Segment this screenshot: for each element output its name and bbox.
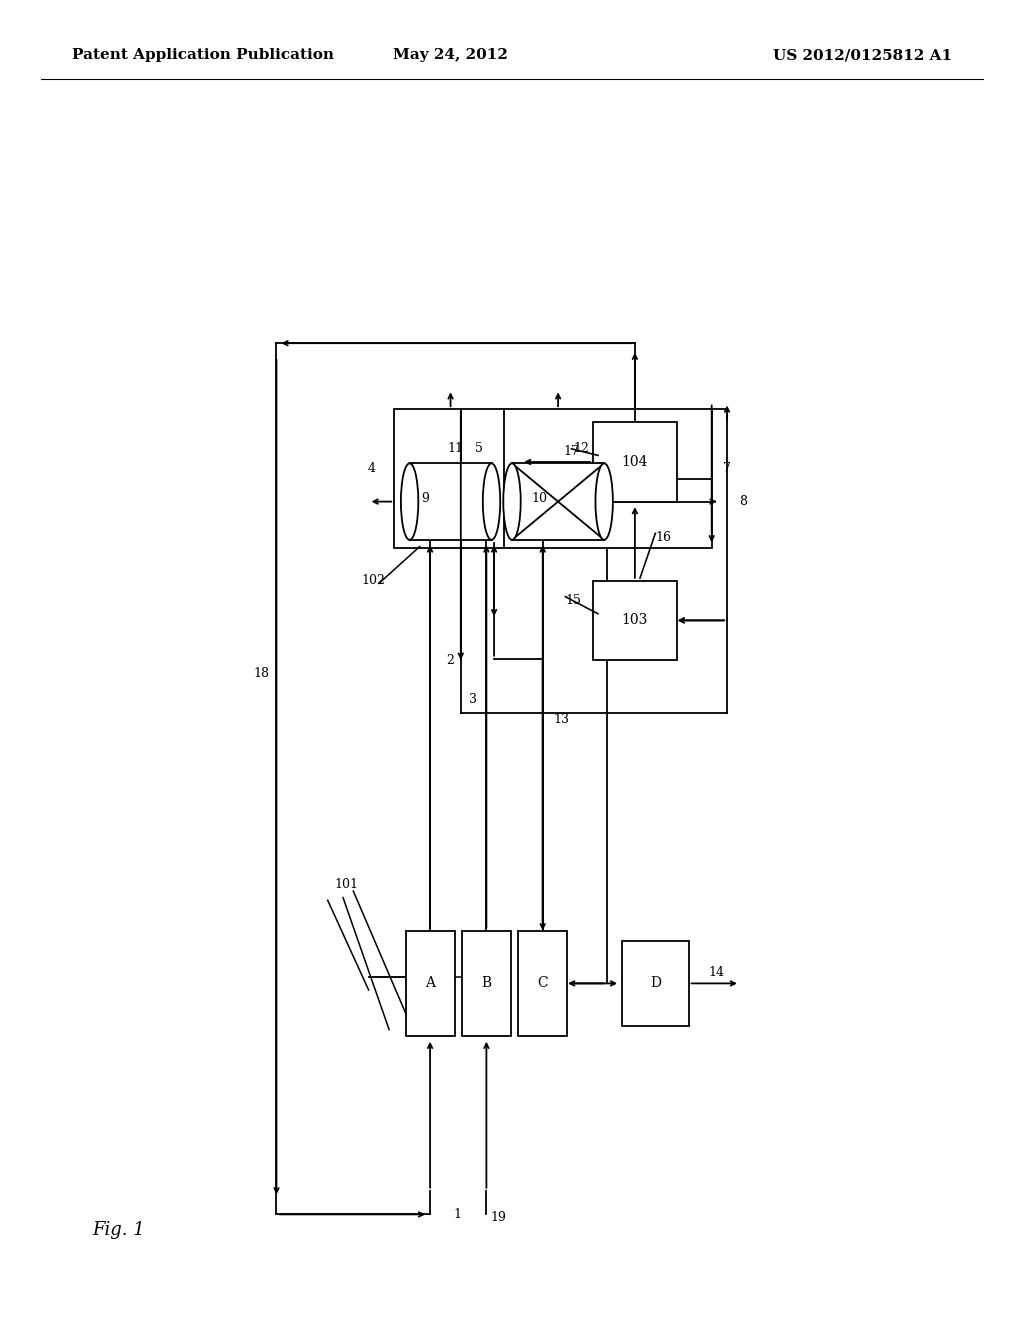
Text: Fig. 1: Fig. 1 <box>92 1221 145 1239</box>
Text: 17: 17 <box>563 445 580 458</box>
Text: 6: 6 <box>502 498 510 511</box>
Bar <box>593 581 677 660</box>
Bar <box>518 931 567 1036</box>
Text: 103: 103 <box>622 614 648 627</box>
Text: US 2012/0125812 A1: US 2012/0125812 A1 <box>773 49 952 62</box>
Bar <box>406 931 455 1036</box>
Text: 1: 1 <box>454 1208 462 1221</box>
Text: 101: 101 <box>334 878 358 891</box>
Text: May 24, 2012: May 24, 2012 <box>393 49 508 62</box>
Text: 15: 15 <box>565 594 582 607</box>
Text: B: B <box>481 977 492 990</box>
Text: Patent Application Publication: Patent Application Publication <box>72 49 334 62</box>
Bar <box>394 409 712 548</box>
Text: A: A <box>425 977 435 990</box>
Text: 14: 14 <box>709 966 725 979</box>
Text: 11: 11 <box>447 442 464 455</box>
Ellipse shape <box>401 463 419 540</box>
Bar <box>512 463 604 540</box>
Text: 102: 102 <box>361 574 386 587</box>
Ellipse shape <box>483 463 500 540</box>
Text: 4: 4 <box>368 462 376 475</box>
Bar <box>593 422 677 502</box>
Text: D: D <box>650 977 660 990</box>
Text: 3: 3 <box>469 693 477 706</box>
Bar <box>410 463 492 540</box>
Text: 19: 19 <box>490 1210 507 1224</box>
Text: C: C <box>538 977 548 990</box>
Text: 12: 12 <box>573 442 590 455</box>
Text: 18: 18 <box>253 667 269 680</box>
Bar <box>623 940 689 1027</box>
Text: 104: 104 <box>622 455 648 469</box>
Bar <box>462 931 511 1036</box>
Text: 5: 5 <box>475 442 483 455</box>
Text: 13: 13 <box>553 713 569 726</box>
Text: 8: 8 <box>739 495 748 508</box>
Text: 2: 2 <box>446 653 455 667</box>
Ellipse shape <box>596 463 612 540</box>
Text: 16: 16 <box>655 531 672 544</box>
Text: 9: 9 <box>421 492 429 506</box>
Ellipse shape <box>504 463 520 540</box>
Text: 7: 7 <box>723 462 731 475</box>
Text: 10: 10 <box>531 492 548 506</box>
